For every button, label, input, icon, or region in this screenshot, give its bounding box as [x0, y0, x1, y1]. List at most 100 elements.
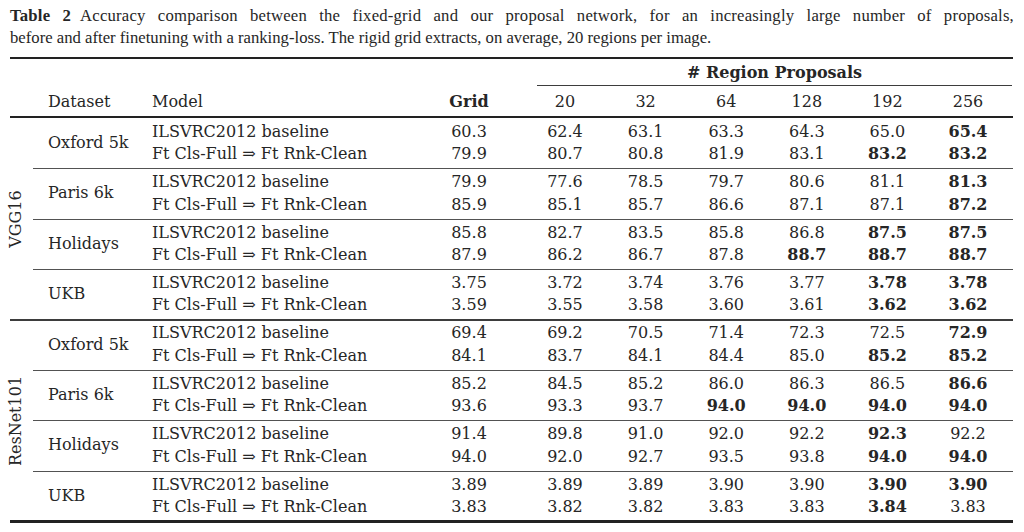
proposal-value: 82.7	[525, 222, 606, 244]
region-proposals-title: # Region Proposals	[537, 62, 1012, 84]
model-label: Ft Cls-Full ⇒ Ft Rnk-Clean	[152, 395, 367, 417]
proposal-value: 93.3	[525, 395, 606, 417]
group-separator-rule	[33, 269, 1013, 270]
proposal-value: 3.84	[847, 496, 928, 518]
proposal-value: 86.6	[928, 373, 1009, 395]
proposal-value: 92.2	[928, 423, 1009, 445]
proposal-value: 3.90	[767, 474, 848, 496]
proposal-value: 3.83	[767, 496, 848, 518]
proposal-value: 87.5	[847, 222, 928, 244]
proposal-value: 92.3	[847, 423, 928, 445]
model-label: Ft Cls-Full ⇒ Ft Rnk-Clean	[152, 143, 367, 165]
proposal-value: 65.4	[928, 121, 1009, 143]
proposal-value: 3.90	[847, 474, 928, 496]
dataset-label: Oxford 5k	[48, 334, 129, 356]
grid-value: 85.8	[422, 222, 516, 244]
col-header-proposals-128: 128	[767, 91, 848, 113]
proposal-value: 86.7	[605, 244, 686, 266]
grid-value: 3.75	[422, 272, 516, 294]
col-header-grid: Grid	[422, 91, 516, 113]
proposal-value: 85.1	[525, 194, 606, 216]
grid-value: 3.89	[422, 474, 516, 496]
grid-value: 84.1	[422, 345, 516, 367]
proposal-value: 3.62	[847, 294, 928, 316]
col-header-proposals-256: 256	[928, 91, 1009, 113]
table-bottom-rule	[10, 520, 1013, 523]
dataset-label: Paris 6k	[48, 182, 114, 204]
proposal-value: 63.1	[605, 121, 686, 143]
proposal-value: 83.2	[847, 143, 928, 165]
proposal-value: 3.62	[928, 294, 1009, 316]
proposal-value: 87.1	[847, 194, 928, 216]
proposal-value: 86.2	[525, 244, 606, 266]
col-header-dataset: Dataset	[48, 91, 110, 113]
proposal-value: 83.7	[525, 345, 606, 367]
grid-value: 93.6	[422, 395, 516, 417]
dataset-label: Paris 6k	[48, 384, 114, 406]
proposal-value: 93.7	[605, 395, 686, 417]
dataset-label: Holidays	[48, 434, 119, 456]
proposal-value: 64.3	[767, 121, 848, 143]
proposal-value: 92.2	[767, 423, 848, 445]
proposal-value: 92.0	[525, 446, 606, 468]
caption-text-1: Accuracy comparison between the fixed-gr…	[80, 6, 1014, 25]
group-separator-rule	[33, 471, 1013, 472]
group-separator-rule	[33, 219, 1013, 220]
col-header-proposals-64: 64	[686, 91, 767, 113]
proposal-value: 3.78	[847, 272, 928, 294]
model-label: Ft Cls-Full ⇒ Ft Rnk-Clean	[152, 345, 367, 367]
proposal-value: 84.4	[686, 345, 767, 367]
proposal-value: 87.1	[767, 194, 848, 216]
proposal-value: 77.6	[525, 171, 606, 193]
proposal-value: 92.0	[686, 423, 767, 445]
model-label: ILSVRC2012 baseline	[152, 121, 329, 143]
model-label: ILSVRC2012 baseline	[152, 474, 329, 496]
proposal-value: 69.2	[525, 322, 606, 344]
col-header-proposals-20: 20	[525, 91, 606, 113]
proposal-value: 3.83	[686, 496, 767, 518]
proposal-value: 81.1	[847, 171, 928, 193]
model-label: ILSVRC2012 baseline	[152, 171, 329, 193]
proposal-value: 91.0	[605, 423, 686, 445]
proposal-value: 83.1	[767, 143, 848, 165]
group-separator-rule	[33, 420, 1013, 421]
proposal-value: 88.7	[847, 244, 928, 266]
proposal-value: 3.58	[605, 294, 686, 316]
proposal-value: 85.2	[605, 373, 686, 395]
proposal-value: 84.1	[605, 345, 686, 367]
proposal-value: 86.8	[767, 222, 848, 244]
proposal-value: 80.7	[525, 143, 606, 165]
grid-value: 79.9	[422, 143, 516, 165]
grid-value: 79.9	[422, 171, 516, 193]
col-header-model: Model	[152, 91, 203, 113]
model-label: ILSVRC2012 baseline	[152, 373, 329, 395]
proposal-value: 3.55	[525, 294, 606, 316]
group-separator-rule	[33, 370, 1013, 371]
model-label: Ft Cls-Full ⇒ Ft Rnk-Clean	[152, 194, 367, 216]
proposal-value: 83.2	[928, 143, 1009, 165]
dataset-label: Holidays	[48, 233, 119, 255]
proposal-value: 63.3	[686, 121, 767, 143]
model-label: ILSVRC2012 baseline	[152, 423, 329, 445]
table-top-rule	[10, 57, 1013, 59]
proposal-value: 93.8	[767, 446, 848, 468]
proposal-value: 85.7	[605, 194, 686, 216]
proposal-value: 84.5	[525, 373, 606, 395]
proposal-value: 81.9	[686, 143, 767, 165]
proposal-value: 94.0	[847, 395, 928, 417]
proposal-value: 93.5	[686, 446, 767, 468]
region-proposals-rule	[537, 85, 1012, 86]
proposal-value: 72.3	[767, 322, 848, 344]
proposal-value: 83.5	[605, 222, 686, 244]
proposal-value: 72.5	[847, 322, 928, 344]
proposal-value: 94.0	[686, 395, 767, 417]
proposal-value: 62.4	[525, 121, 606, 143]
proposal-value: 3.90	[686, 474, 767, 496]
proposal-value: 3.82	[525, 496, 606, 518]
proposal-value: 88.7	[928, 244, 1009, 266]
proposal-value: 71.4	[686, 322, 767, 344]
col-header-proposals-32: 32	[605, 91, 686, 113]
proposal-value: 78.5	[605, 171, 686, 193]
proposal-value: 87.2	[928, 194, 1009, 216]
block-label-VGG16: VGG16	[5, 149, 27, 289]
